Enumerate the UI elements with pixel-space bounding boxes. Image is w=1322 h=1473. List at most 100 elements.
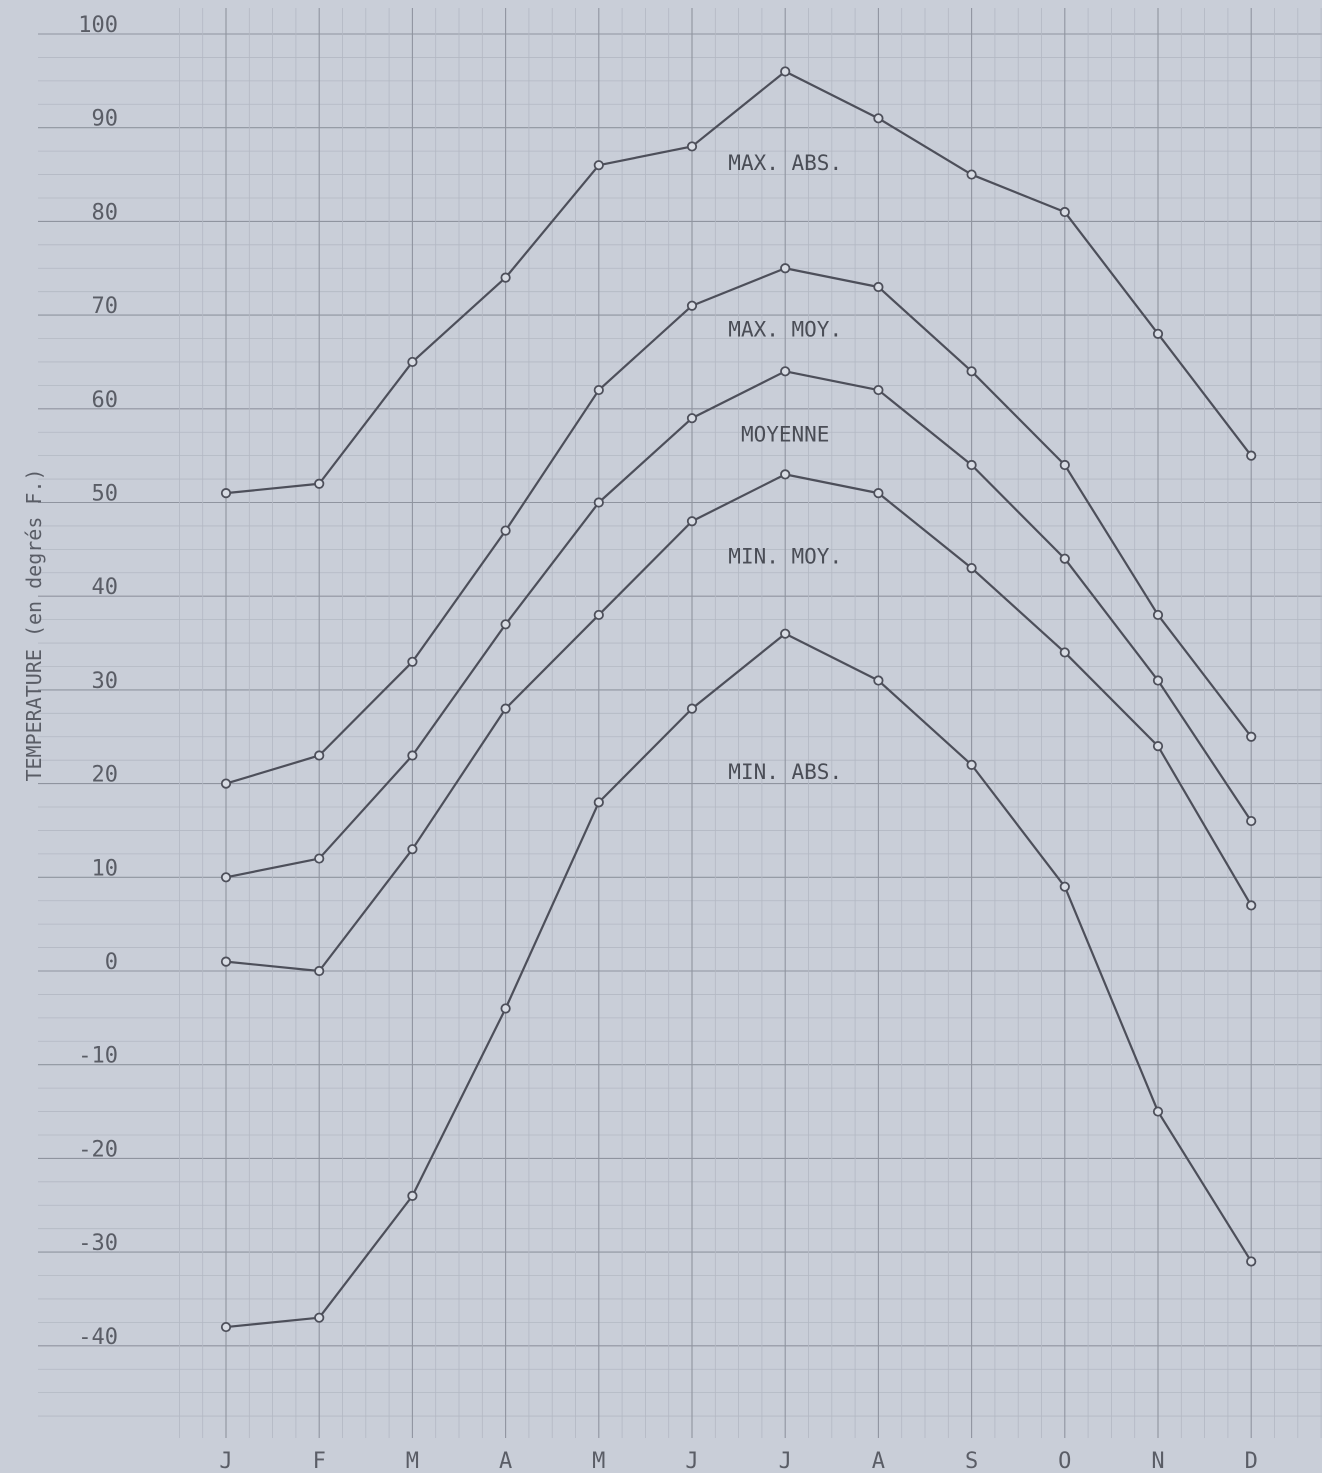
data-point	[314, 750, 325, 761]
data-point	[686, 141, 698, 152]
data-point	[686, 703, 698, 714]
data-point	[1059, 553, 1070, 564]
data-point	[1152, 328, 1164, 339]
data-point	[686, 413, 698, 424]
data-point	[1059, 459, 1070, 471]
data-point	[1246, 450, 1257, 461]
data-point	[873, 488, 884, 499]
data-point	[500, 525, 511, 536]
data-point	[780, 628, 791, 639]
data-point	[314, 1312, 325, 1323]
y-tick-label: 70	[92, 294, 119, 319]
data-point	[780, 469, 791, 480]
y-tick-label: 80	[92, 200, 119, 225]
data-point	[780, 366, 791, 377]
x-tick-label: S	[965, 1449, 978, 1473]
y-tick-label: 30	[92, 669, 119, 694]
data-point	[1059, 881, 1070, 892]
data-point	[873, 113, 884, 124]
data-point	[593, 497, 604, 508]
data-point	[220, 956, 232, 967]
y-tick-label: 60	[92, 388, 119, 413]
data-point	[220, 872, 232, 883]
x-tick-label: O	[1058, 1449, 1071, 1473]
x-tick-label: M	[406, 1449, 419, 1473]
y-tick-label: 90	[92, 107, 119, 132]
y-tick-label: -40	[78, 1325, 118, 1350]
data-point	[1152, 1106, 1164, 1117]
series-group	[220, 263, 1257, 789]
data-point	[407, 356, 418, 368]
y-tick-label: 50	[92, 482, 119, 507]
data-point	[966, 759, 977, 770]
data-point	[966, 562, 977, 574]
series-group	[220, 469, 1257, 977]
y-tick-label: 40	[92, 575, 119, 600]
data-point	[780, 66, 791, 77]
data-point	[873, 675, 884, 686]
data-point	[966, 169, 977, 180]
data-point	[1246, 815, 1257, 827]
series-line	[225, 70, 1253, 495]
y-tick-label: -20	[78, 1137, 118, 1162]
x-tick-label: J	[779, 1449, 792, 1473]
series-label: MIN. MOY.	[728, 544, 842, 568]
data-point	[500, 1003, 511, 1014]
data-point	[1246, 1256, 1257, 1267]
y-tick-label: 20	[92, 763, 119, 788]
series-label: MAX. ABS.	[728, 151, 842, 175]
data-point	[1246, 731, 1257, 742]
data-point	[593, 384, 604, 396]
x-tick-label: J	[685, 1449, 698, 1473]
data-point	[686, 300, 698, 311]
y-tick-label: -10	[78, 1044, 118, 1069]
series-group	[220, 66, 1257, 499]
data-point	[873, 281, 884, 293]
x-tick-label: A	[499, 1449, 512, 1473]
y-tick-label: 0	[105, 950, 118, 975]
series-label: MAX. MOY.	[728, 318, 842, 342]
series-label: MOYENNE	[741, 423, 830, 447]
data-point	[1059, 647, 1070, 658]
data-point	[1246, 900, 1257, 911]
series-group	[220, 628, 1257, 1333]
data-point	[220, 1321, 232, 1333]
data-point	[500, 703, 511, 714]
data-point	[500, 619, 511, 630]
x-tick-label: N	[1151, 1449, 1164, 1473]
data-point	[593, 160, 604, 171]
data-point	[593, 609, 604, 621]
data-point	[500, 272, 511, 283]
data-point	[407, 750, 418, 761]
data-point	[314, 965, 325, 977]
y-axis-label: TEMPERATURE (en degrés F.)	[22, 468, 46, 781]
series-line	[225, 370, 1253, 879]
data-point	[873, 384, 884, 396]
data-point	[1152, 609, 1164, 621]
data-point	[1152, 741, 1164, 752]
x-tick-label: A	[872, 1449, 885, 1473]
data-point	[1059, 206, 1070, 218]
x-tick-label: D	[1245, 1449, 1258, 1473]
data-point	[407, 1190, 418, 1201]
series-line	[225, 267, 1253, 785]
x-tick-label: M	[592, 1449, 605, 1473]
series-labels: MAX. ABS. MAX. MOY. MOYENNE MIN. MOY. MIN. A…	[728, 151, 842, 784]
series-lines	[220, 66, 1257, 1333]
data-point	[314, 478, 325, 489]
series-label: MIN. ABS.	[728, 760, 842, 784]
series-line	[225, 473, 1253, 973]
data-point	[686, 516, 698, 527]
data-point	[1152, 675, 1164, 686]
series-line	[225, 632, 1253, 1329]
data-point	[966, 459, 977, 471]
x-tick-label: J	[219, 1449, 232, 1473]
data-point	[220, 778, 232, 789]
data-point	[314, 853, 325, 864]
y-tick-label: -30	[78, 1231, 118, 1256]
y-tick-label: 100	[78, 13, 118, 38]
data-point	[407, 844, 418, 855]
grid	[38, 8, 1322, 1438]
